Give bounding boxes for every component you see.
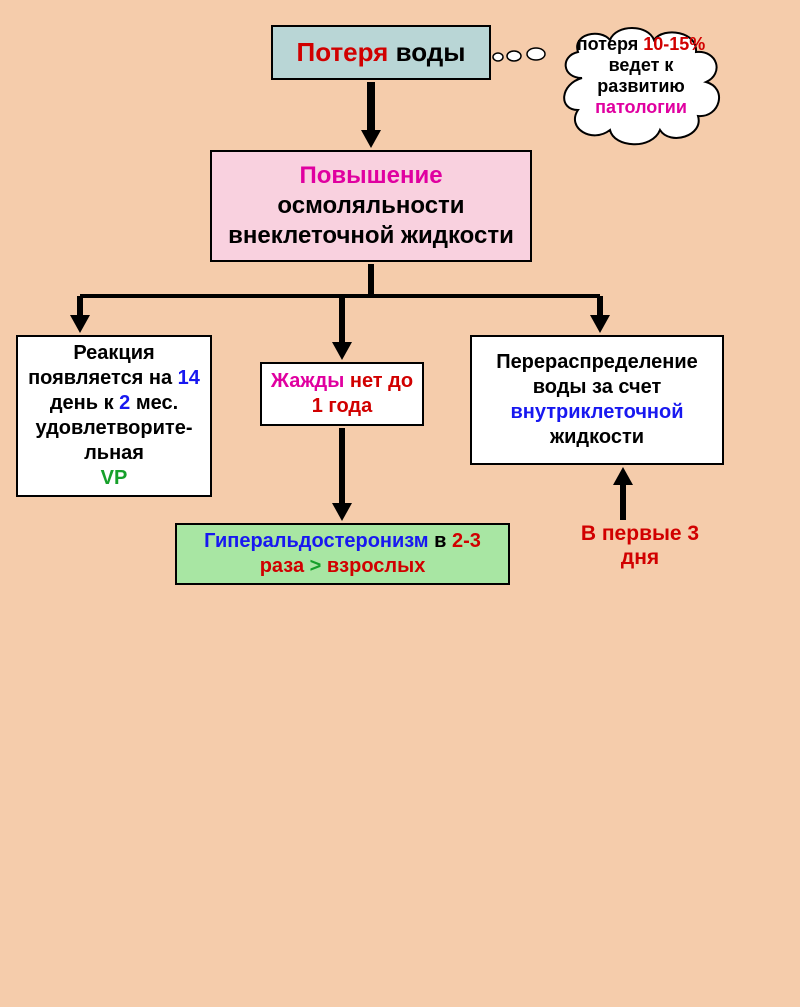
node-no-thirst: Жажды нет до 1 года bbox=[260, 362, 424, 426]
label-first-3-days: В первые 3 дня bbox=[560, 522, 720, 570]
node-water-loss: Потеря воды bbox=[271, 25, 491, 80]
thought-bubbles-icon bbox=[490, 42, 560, 72]
node-hyperaldosteronism: Гиперальдостеронизм в 2-3 раза > взрослы… bbox=[175, 523, 510, 585]
cloud-pathology-note: потеря 10-15% ведет к развитию патологии bbox=[552, 18, 730, 158]
cloud-text: потеря 10-15% ведет к развитию патологии bbox=[552, 18, 730, 126]
node-water-redistribution: Перераспределение воды за счет внутрикле… bbox=[470, 335, 724, 465]
node-osmolality-increase: Повышениеосмоляльности внеклеточной жидк… bbox=[210, 150, 532, 262]
node-reaction-vp: Реакция появляется на 14 день к 2 мес. у… bbox=[16, 335, 212, 497]
